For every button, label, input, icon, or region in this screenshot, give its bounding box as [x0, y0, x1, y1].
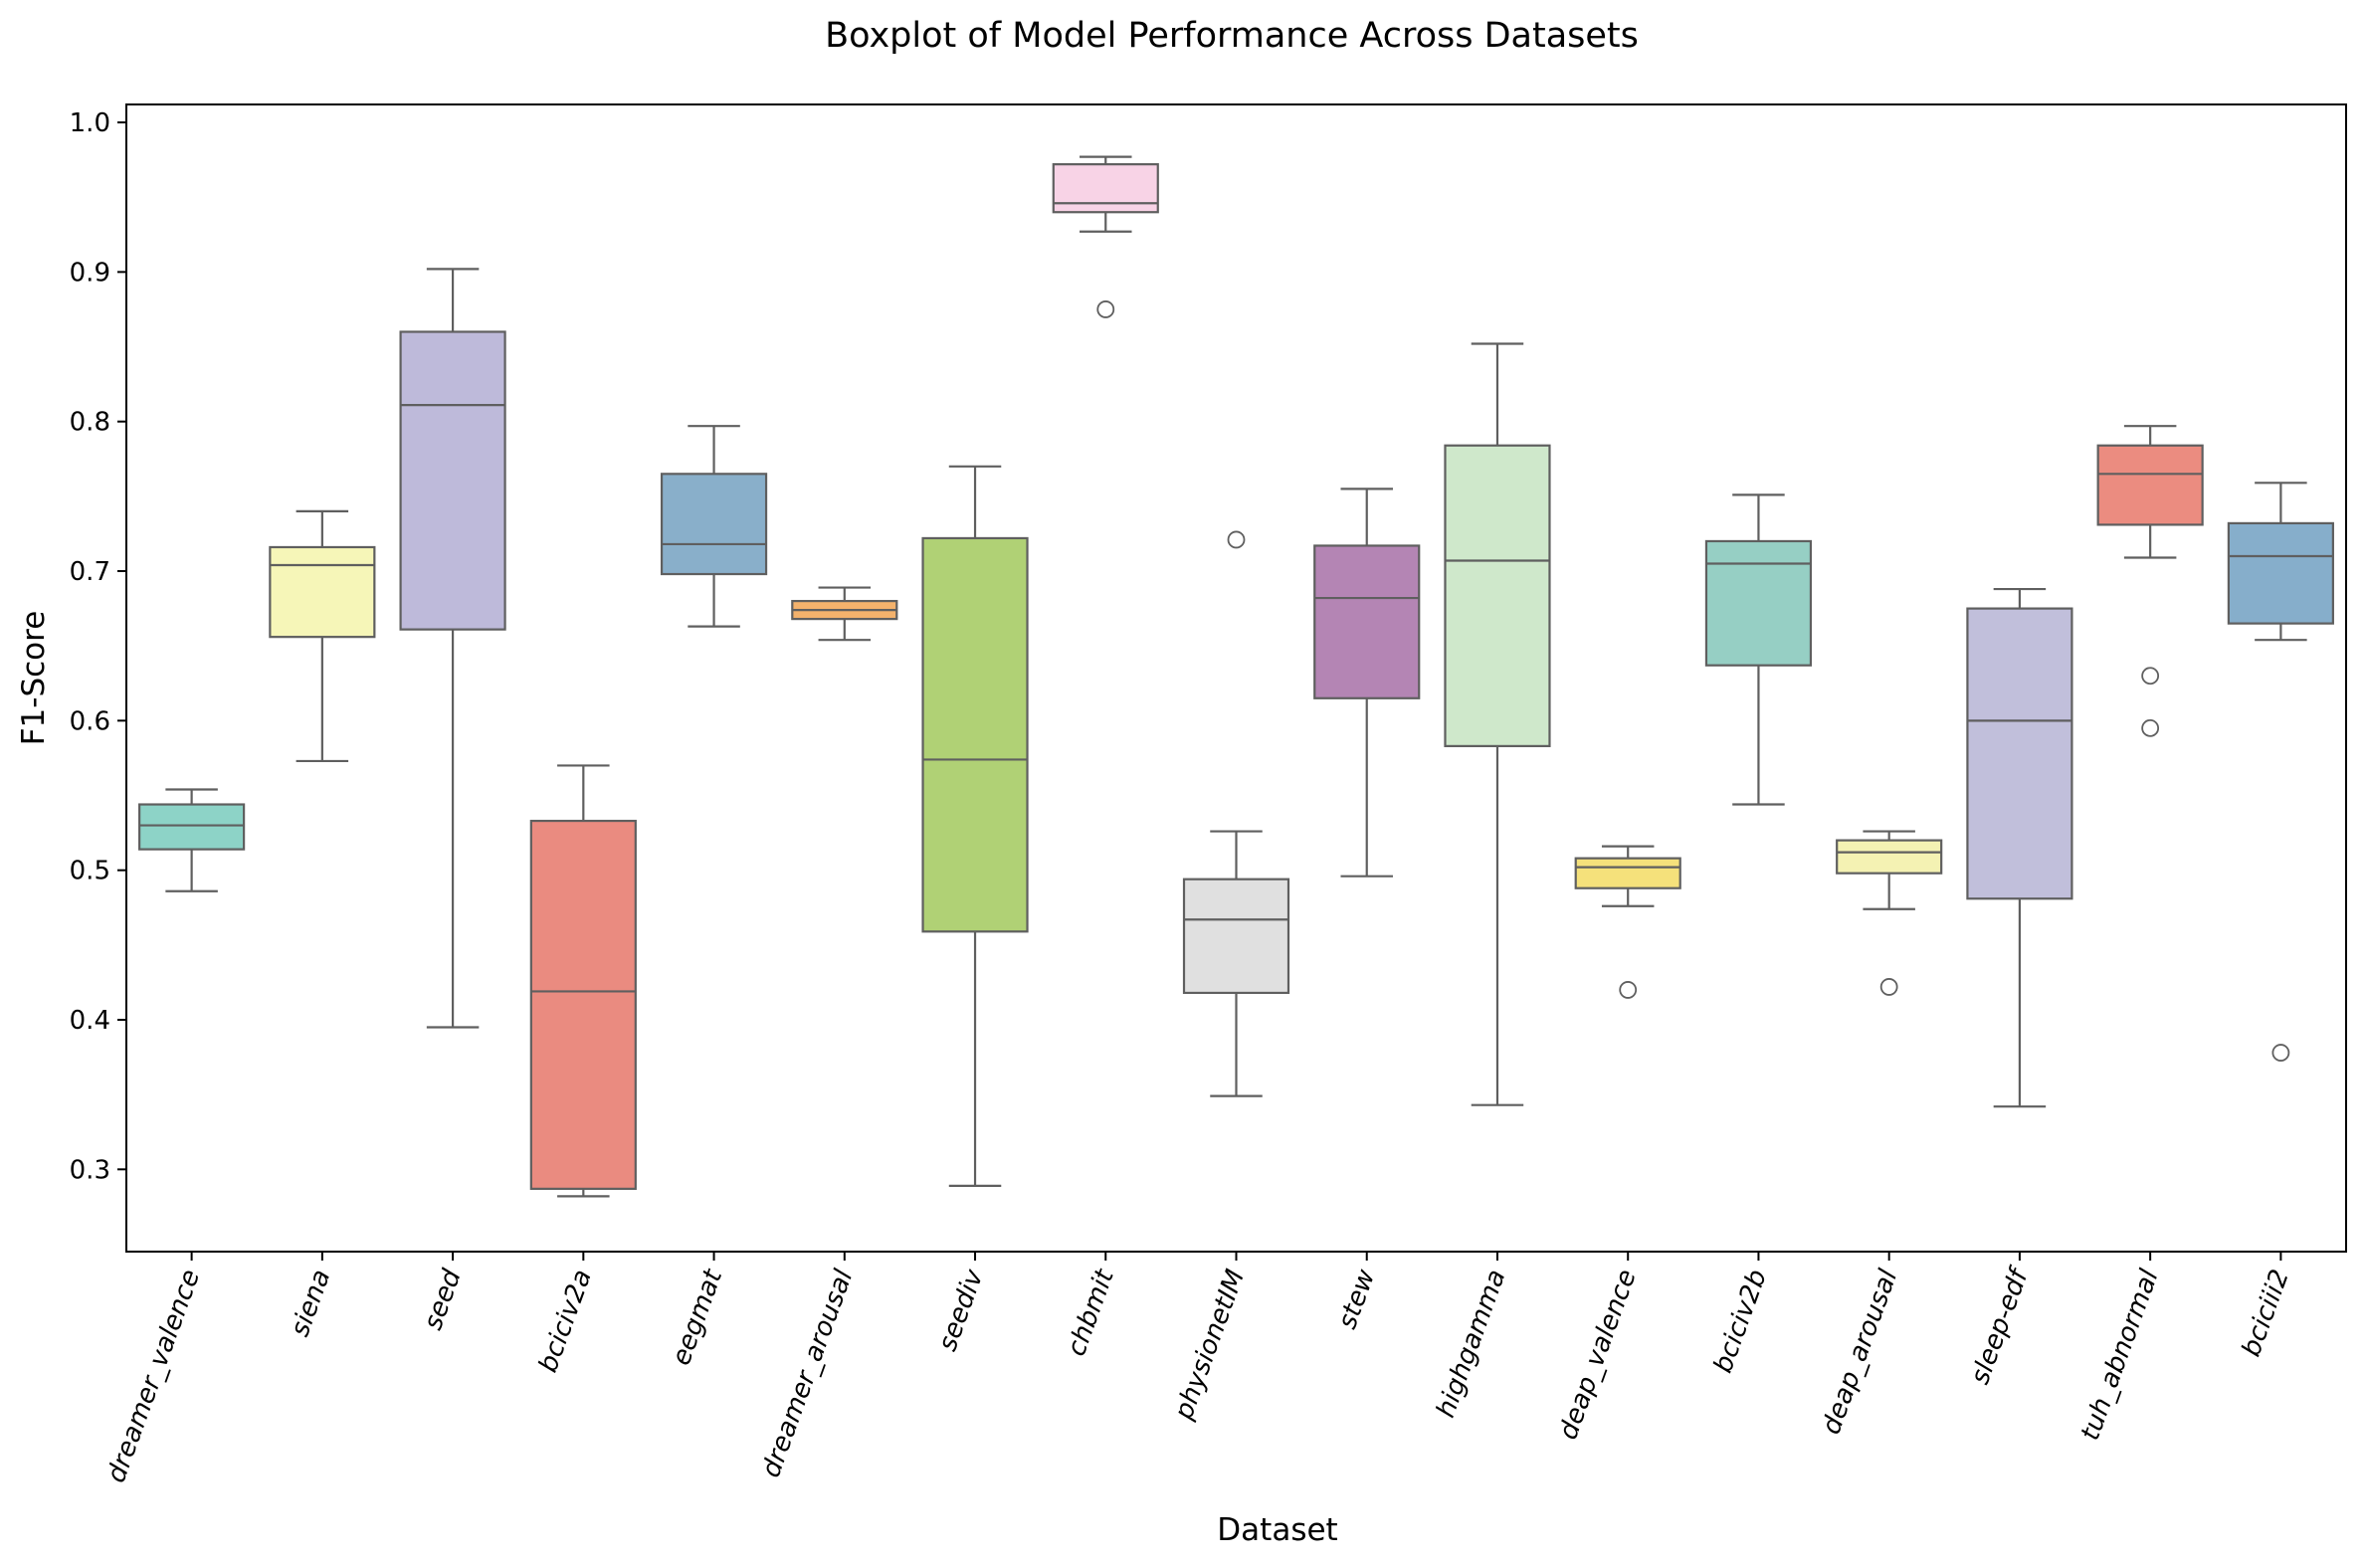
- iqr-box: [399, 330, 506, 631]
- x-tick-label: seed: [418, 1266, 468, 1334]
- box-group-eegmat: [660, 425, 768, 628]
- y-tick-label: 0.4: [70, 1006, 110, 1036]
- y-axis: 0.3 0.4 0.5 0.6 0.7 0.8 0.9 1.0: [70, 108, 126, 1185]
- iqr-box: [1704, 539, 1813, 667]
- box-group-stew: [1313, 488, 1421, 878]
- box-group-tuh_abnormal: [2096, 425, 2204, 737]
- x-tick-label: deap_arousal: [1817, 1265, 1904, 1438]
- y-tick-label: 0.6: [70, 706, 110, 736]
- box-group-sleep-edf: [1966, 587, 2073, 1108]
- box-group-bciciii2: [2227, 482, 2334, 1062]
- x-axis-label: Dataset: [1217, 1512, 1337, 1548]
- box-group-chbmit: [1052, 155, 1159, 318]
- y-axis-label: F1-Score: [16, 611, 52, 746]
- box-group-deap_arousal: [1836, 830, 1943, 996]
- x-tick-label: dreamer_arousal: [756, 1265, 860, 1481]
- x-tick-label: deap_valence: [1553, 1266, 1642, 1444]
- outlier-point: [2141, 718, 2160, 737]
- x-tick-label: highgamma: [1431, 1266, 1511, 1422]
- box-group-physionetIM: [1182, 530, 1290, 1097]
- iqr-box: [269, 545, 376, 639]
- x-tick-label: stew: [1332, 1265, 1381, 1332]
- y-tick-label: 0.9: [70, 258, 110, 288]
- outlier-point: [2141, 667, 2160, 686]
- iqr-box: [1966, 607, 2073, 900]
- iqr-box: [2096, 444, 2204, 526]
- iqr-box: [138, 803, 246, 851]
- x-tick-label: physionetIM: [1169, 1266, 1252, 1425]
- chart-title: Boxplot of Model Performance Across Data…: [825, 16, 1639, 56]
- iqr-box: [1836, 839, 1943, 875]
- x-tick-label: tuh_abnormal: [2075, 1265, 2165, 1444]
- iqr-box: [921, 536, 1029, 933]
- x-axis: dreamer_valence siena seed bciciv2a eegmat dr…: [101, 1252, 2295, 1486]
- plot-marks: [138, 155, 2334, 1198]
- box-group-dreamer_valence: [138, 788, 246, 892]
- iqr-box: [1313, 544, 1421, 699]
- x-tick-label: seediv: [932, 1266, 989, 1355]
- box-group-bciciv2b: [1704, 493, 1813, 806]
- outlier-point: [2271, 1044, 2290, 1062]
- x-tick-label: chbmit: [1062, 1265, 1120, 1360]
- box-group-seediv: [921, 465, 1029, 1187]
- iqr-box: [529, 819, 637, 1190]
- iqr-box: [1182, 878, 1290, 995]
- outlier-point: [1879, 978, 1898, 996]
- outlier-point: [1096, 300, 1115, 318]
- x-tick-label: bciciv2b: [1708, 1266, 1773, 1377]
- y-tick-label: 0.8: [70, 408, 110, 438]
- x-tick-label: dreamer_valence: [101, 1266, 206, 1486]
- iqr-box: [660, 473, 768, 576]
- iqr-box: [2227, 521, 2334, 625]
- box-group-deap_valence: [1574, 845, 1681, 999]
- outlier-point: [1619, 981, 1638, 999]
- x-tick-label: bciciv2a: [533, 1266, 598, 1376]
- iqr-box: [1574, 857, 1681, 889]
- iqr-box: [1052, 163, 1159, 214]
- outlier-point: [1227, 530, 1246, 549]
- y-tick-label: 0.5: [70, 857, 110, 886]
- x-tick-label: bciciii2: [2237, 1266, 2295, 1360]
- box-group-siena: [269, 509, 376, 763]
- x-tick-label: siena: [286, 1266, 337, 1340]
- y-tick-label: 1.0: [70, 108, 110, 138]
- y-tick-label: 0.7: [70, 557, 110, 587]
- x-tick-label: sleep-edf: [1965, 1263, 2036, 1389]
- y-tick-label: 0.3: [70, 1155, 110, 1185]
- box-group-highgamma: [1444, 342, 1551, 1106]
- x-tick-label: eegmat: [667, 1265, 729, 1369]
- iqr-box: [1444, 444, 1551, 747]
- box-group-seed: [399, 268, 506, 1029]
- box-group-bciciv2a: [529, 764, 637, 1198]
- box-group-dreamer_arousal: [791, 586, 898, 642]
